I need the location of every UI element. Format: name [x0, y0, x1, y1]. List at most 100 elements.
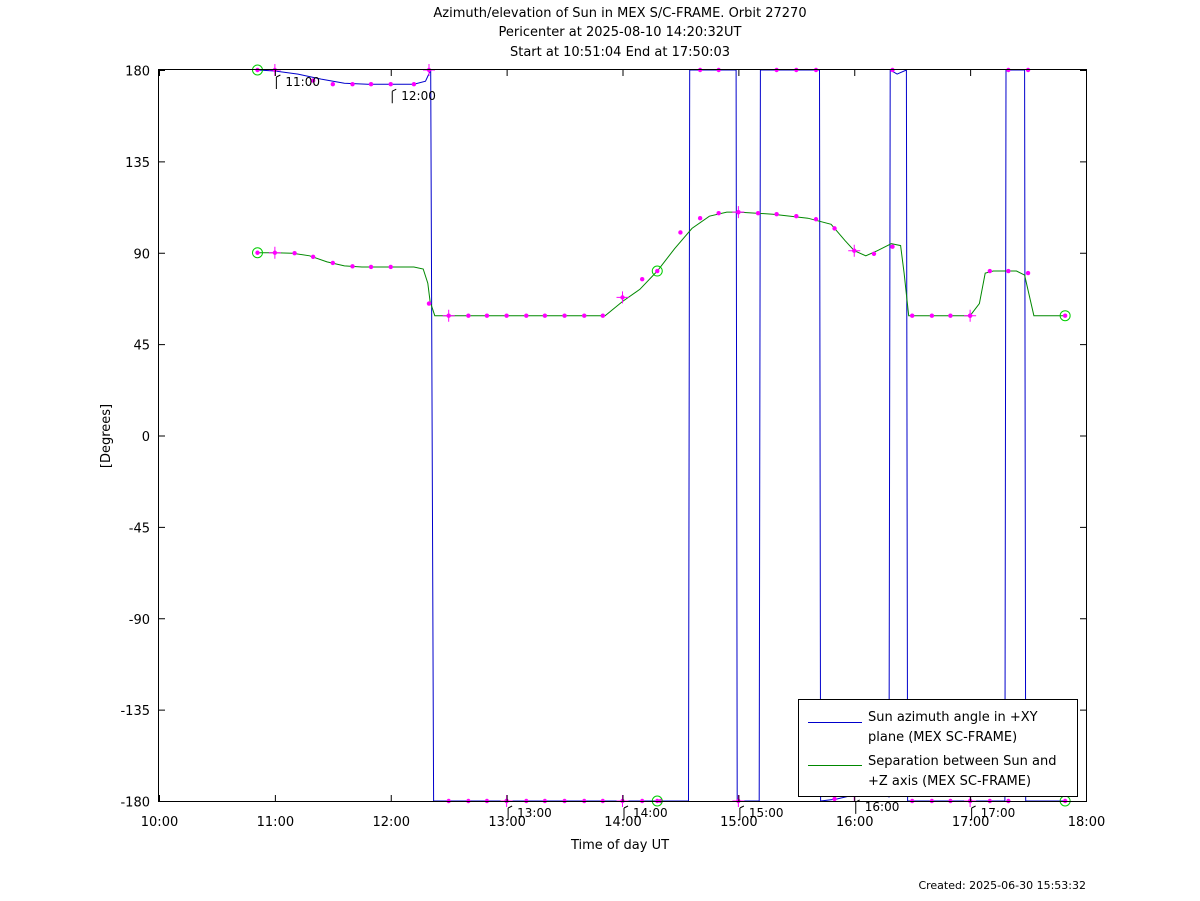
series-line-1: [257, 211, 1066, 317]
x-axis: 10:00 11:00 12:00 13:00 14:00 15:00 16:00 17:00…: [141, 70, 1105, 830]
time-annotation-arrow: [391, 88, 397, 104]
data-point-dot: [330, 82, 336, 87]
chart-title: Azimuth/elevation of Sun in MEX S/C-FRAM…: [433, 6, 806, 60]
time-annotation-label: 13:00: [517, 806, 552, 820]
hour-cross-dot: [272, 250, 278, 255]
y-axis-label: [Degrees]: [99, 404, 114, 468]
y-tick-label: 45: [133, 339, 150, 354]
endpoint-dot: [655, 268, 660, 274]
time-annotation-label: 11:00: [285, 75, 320, 89]
data-point-dot: [600, 313, 606, 318]
time-annotation-label: 16:00: [865, 800, 900, 814]
title-line-2: Pericenter at 2025-08-10 14:20:32UT: [498, 25, 741, 40]
x-tick-label: 18:00: [1068, 815, 1105, 830]
endpoint-dot: [255, 250, 260, 255]
data-point-dot: [1025, 270, 1031, 276]
time-annotation-label: 15:00: [749, 806, 784, 820]
x-tick-label: 12:00: [373, 815, 410, 830]
data-point-dot: [504, 313, 509, 318]
x-tick-label: 14:00: [604, 815, 641, 830]
data-point-dot: [678, 230, 683, 235]
data-point-dot: [774, 211, 779, 217]
created-timestamp: Created: 2025-06-30 15:53:32: [918, 879, 1086, 892]
data-point-dot: [794, 214, 799, 219]
legend-label-separation-2: +Z axis (MEX SC-FRAME): [868, 774, 1031, 789]
data-point-dot: [639, 276, 645, 282]
time-annotation-arrow: [275, 74, 281, 89]
hour-cross-dot: [620, 295, 625, 300]
data-point-dot: [524, 313, 529, 318]
plot-frame: [158, 69, 1087, 802]
title-line-3: Start at 10:51:04 End at 17:50:03: [510, 45, 730, 60]
endpoint-circle-marker: [251, 247, 263, 259]
endpoint-circle-marker: [651, 265, 663, 277]
data-point-dot: [697, 216, 703, 221]
data-point-dot: [350, 82, 355, 87]
data-point-dot: [890, 244, 895, 249]
time-annotation-arrow: [507, 805, 513, 820]
data-point-dot: [368, 264, 374, 270]
data-point-dot: [832, 226, 837, 231]
data-point-dot: [310, 78, 316, 83]
y-tick-label: -180: [120, 796, 150, 811]
legend: Sun azimuth angle in +XY plane (MEX SC-F…: [798, 699, 1078, 797]
data-point-dot: [426, 301, 432, 306]
data-point-dot: [466, 313, 471, 318]
data-point-dot: [987, 268, 993, 274]
data-point-dot: [832, 796, 837, 802]
data-point-dot: [310, 254, 316, 260]
legend-box: [798, 699, 1078, 797]
y-tick-label: 0: [142, 430, 150, 445]
data-point-dot: [716, 210, 721, 216]
y-tick-label: -90: [129, 613, 150, 628]
x-tick-label: 11:00: [257, 815, 294, 830]
time-annotation-label: 12:00: [401, 89, 436, 103]
data-point-dot: [813, 217, 819, 222]
data-point-dot: [542, 313, 548, 318]
data-point-dot: [755, 210, 761, 216]
time-annotation-arrow: [971, 805, 976, 820]
legend-label-azimuth-1: Sun azimuth angle in +XY: [868, 710, 1038, 725]
x-tick-label: 13:00: [488, 815, 525, 830]
y-tick-label: 90: [133, 247, 150, 262]
legend-label-separation-1: Separation between Sun and: [868, 754, 1056, 769]
hour-cross-dot: [852, 248, 857, 253]
legend-label-azimuth-2: plane (MEX SC-FRAME): [868, 730, 1017, 745]
x-tick-label: 10:00: [141, 815, 178, 830]
data-point-dot: [929, 313, 935, 318]
data-point-dot: [292, 250, 297, 256]
endpoint-dot: [1062, 313, 1068, 318]
x-tick-label: 17:00: [952, 815, 989, 830]
time-annotation-label: 14:00: [633, 806, 668, 820]
data-point-dot: [350, 264, 355, 269]
endpoint-circle-marker: [1059, 310, 1071, 322]
x-axis-label: Time of day UT: [570, 838, 669, 853]
x-tick-label: 16:00: [836, 815, 873, 830]
y-tick-label: 135: [125, 156, 150, 171]
data-point-dot: [368, 82, 374, 87]
x-tick-label: 15:00: [720, 815, 757, 830]
series-layer: [257, 69, 1066, 802]
data-point-dot: [388, 264, 393, 270]
time-annotation-label: 17:00: [981, 806, 1016, 820]
hour-cross-dot: [736, 209, 741, 215]
hour-cross-dot: [967, 313, 973, 318]
marker-layer: [251, 64, 1071, 807]
series-line-0: [257, 69, 1064, 802]
data-point-dot: [1006, 268, 1011, 274]
data-point-dot: [388, 82, 393, 87]
time-annotation-arrow: [739, 805, 745, 820]
data-point-dot: [871, 251, 877, 256]
data-point-dot: [582, 313, 587, 318]
data-point-dot: [562, 313, 567, 318]
data-point-dot: [330, 260, 336, 266]
data-point-dot: [948, 313, 953, 318]
y-tick-label: 180: [125, 65, 150, 80]
data-point-dot: [411, 82, 417, 87]
y-axis: 180 135 90 45 0 -45 -90 -135 -180: [120, 65, 1086, 811]
time-annotations: 11:00 12:00 13:00 14:00 15:00 16:00 17:00: [275, 74, 1016, 820]
data-point-dot: [484, 313, 490, 318]
data-point-dot: [909, 313, 915, 318]
time-annotation-arrow: [623, 805, 629, 820]
